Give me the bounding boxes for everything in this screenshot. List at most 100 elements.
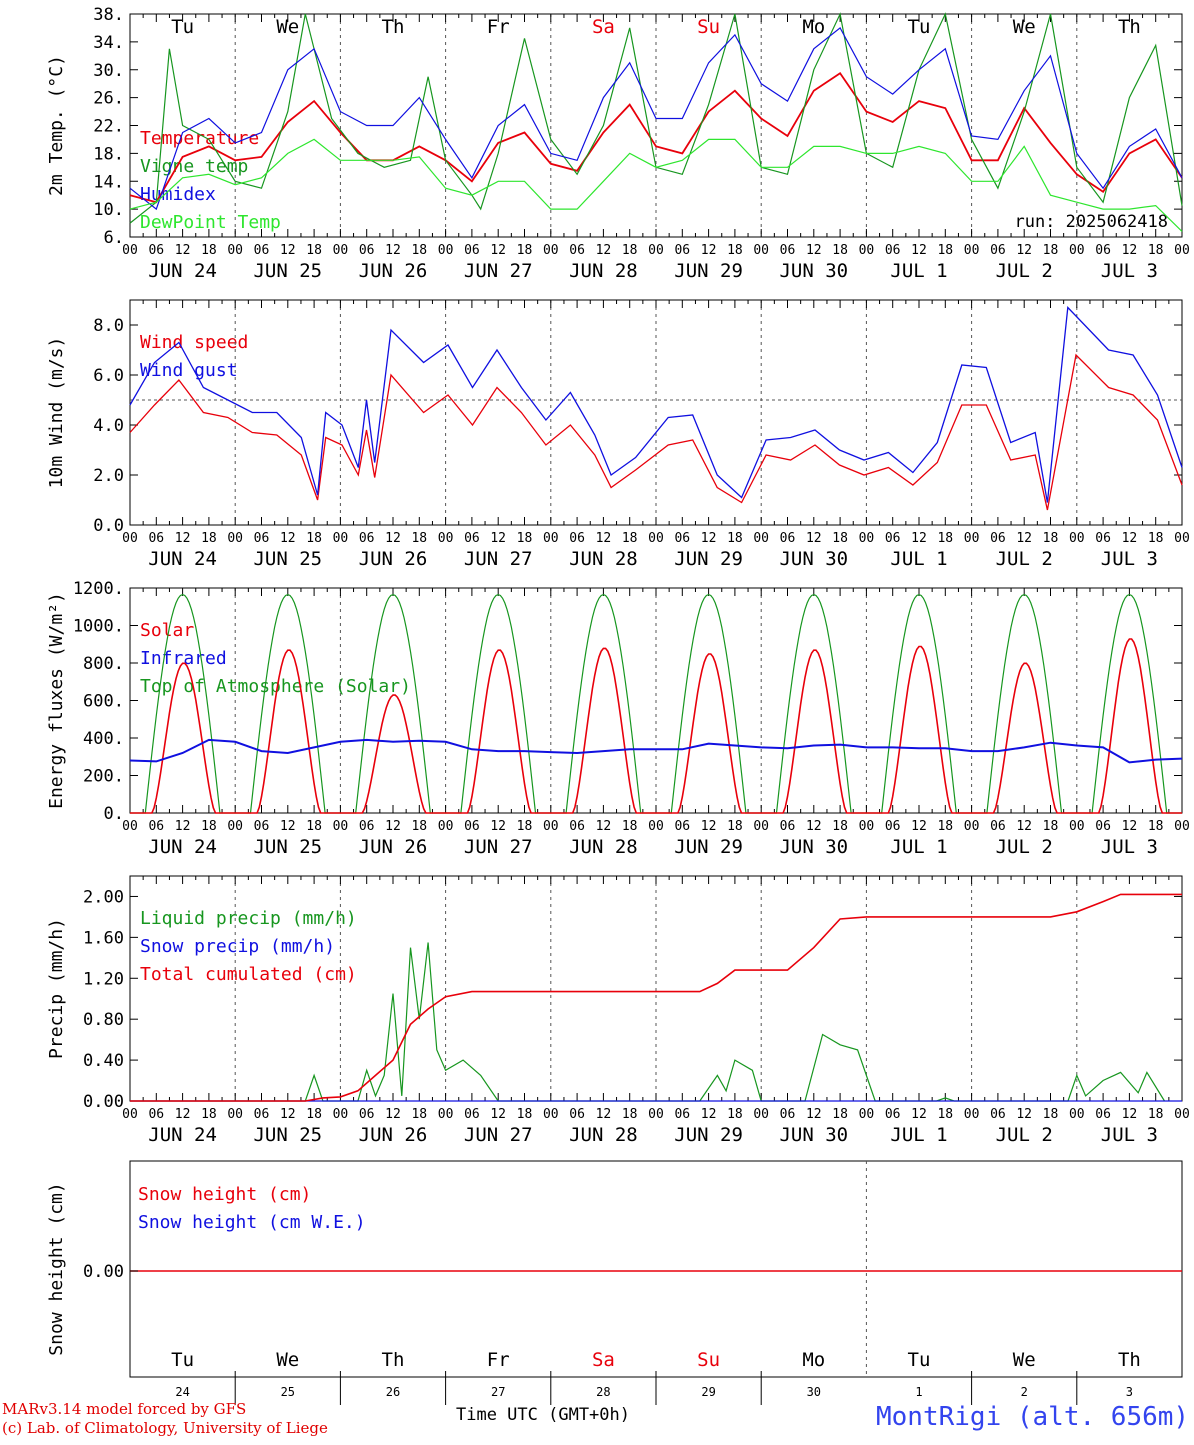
date-label: JUN 30 <box>779 548 848 570</box>
legend-liquid: Liquid precip (mm/h) <box>140 908 357 929</box>
hour-tick-label: 06 <box>464 1107 480 1122</box>
date-label: JUL 1 <box>890 260 947 282</box>
snow-weekday-label: Tu <box>908 1349 931 1371</box>
y-tick-label: 2.0 <box>93 466 124 486</box>
hour-tick-label: 18 <box>517 243 533 258</box>
hour-tick-label: 00 <box>859 1107 875 1122</box>
hour-tick-label: 06 <box>780 819 796 834</box>
hour-tick-label: 06 <box>990 243 1006 258</box>
snow-day-number: 3 <box>1126 1385 1133 1399</box>
hour-tick-label: 12 <box>806 531 822 546</box>
precip-panel: Liquid precip (mm/h) Snow precip (mm/h) … <box>140 908 357 985</box>
date-label: JUL 3 <box>1101 1124 1158 1146</box>
legend-dewpoint: DewPoint Temp <box>140 212 281 233</box>
y-tick-label: 14. <box>93 172 124 192</box>
y-axis-title: Precip (mm/h) <box>46 918 67 1059</box>
date-label: JUN 27 <box>464 260 533 282</box>
hour-tick-label: 00 <box>1174 531 1190 546</box>
hour-tick-label: 18 <box>306 819 322 834</box>
hour-tick-label: 00 <box>333 243 349 258</box>
y-tick-label: 34. <box>93 33 124 53</box>
date-label: JUN 29 <box>674 260 743 282</box>
hour-tick-label: 00 <box>122 243 138 258</box>
hour-tick-label: 00 <box>1174 243 1190 258</box>
energy-panel: Solar Infrared Top of Atmosphere (Solar) <box>140 620 411 697</box>
legend-toa: Top of Atmosphere (Solar) <box>140 676 411 697</box>
hour-tick-label: 06 <box>569 243 585 258</box>
date-label: JUN 25 <box>253 548 322 570</box>
hour-tick-label: 06 <box>885 819 901 834</box>
hour-tick-label: 12 <box>596 819 612 834</box>
y-tick-label: 10. <box>93 200 124 220</box>
y-tick-label: 0.00 <box>83 1262 124 1282</box>
hour-tick-label: 06 <box>990 819 1006 834</box>
hour-tick-label: 12 <box>701 1107 717 1122</box>
snow-day-number: 1 <box>915 1385 922 1399</box>
hour-tick-label: 18 <box>1148 531 1164 546</box>
date-label: JUN 25 <box>253 836 322 858</box>
temp-series-2 <box>129 12 1183 224</box>
snow-day-number: 30 <box>807 1385 821 1399</box>
precip-series-3 <box>130 893 1182 1102</box>
hour-tick-label: 12 <box>701 819 717 834</box>
date-label: JUN 28 <box>569 260 638 282</box>
snow-weekday-label: Tu <box>171 1349 194 1371</box>
y-tick-label: 0. <box>104 804 124 824</box>
hour-tick-label: 12 <box>1016 243 1032 258</box>
station-label: MontRigi (alt. 656m) <box>876 1402 1190 1432</box>
hour-tick-label: 18 <box>201 1107 217 1122</box>
snow-weekday-label: Th <box>382 1349 405 1371</box>
hour-tick-label: 12 <box>490 819 506 834</box>
date-label: JUN 24 <box>148 1124 217 1146</box>
temperature-panel: run: 2025062418 Temperature Vigne temp H… <box>140 128 1168 233</box>
y-axis-title: Snow height (cm) <box>46 1182 67 1355</box>
hour-tick-label: 00 <box>122 819 138 834</box>
hour-tick-label: 12 <box>385 1107 401 1122</box>
snow-day-number: 27 <box>491 1385 505 1399</box>
date-label: JUN 28 <box>569 1124 638 1146</box>
hour-tick-label: 06 <box>780 1107 796 1122</box>
date-label: JUN 30 <box>779 260 848 282</box>
hour-tick-label: 06 <box>674 243 690 258</box>
date-label: JUN 24 <box>148 260 217 282</box>
hour-tick-label: 00 <box>333 819 349 834</box>
hour-tick-label: 06 <box>990 1107 1006 1122</box>
hour-tick-label: 00 <box>543 1107 559 1122</box>
y-tick-label: 1000. <box>73 617 124 637</box>
date-label: JUN 27 <box>464 548 533 570</box>
hour-tick-label: 12 <box>1122 243 1138 258</box>
hour-tick-label: 00 <box>333 531 349 546</box>
y-tick-label: 4.0 <box>93 416 124 436</box>
hour-tick-label: 18 <box>832 243 848 258</box>
precip-series-1 <box>130 942 1166 1102</box>
hour-tick-label: 00 <box>122 1107 138 1122</box>
y-axis-title: 10m Wind (m/s) <box>46 337 67 489</box>
y-tick-label: 200. <box>83 767 124 787</box>
hour-tick-label: 18 <box>832 1107 848 1122</box>
weekday-label: We <box>1013 16 1036 38</box>
hour-tick-label: 00 <box>438 819 454 834</box>
run-label: run: 2025062418 <box>1014 212 1168 232</box>
hour-tick-label: 00 <box>964 243 980 258</box>
weekday-label: Fr <box>487 16 510 38</box>
y-tick-label: 6. <box>104 228 124 248</box>
hour-tick-label: 18 <box>1148 1107 1164 1122</box>
hour-tick-label: 06 <box>254 819 270 834</box>
date-label: JUN 29 <box>674 836 743 858</box>
wind-panel: Wind speed Wind gust <box>140 332 248 381</box>
legend-wind-gust: Wind gust <box>140 360 238 381</box>
hour-tick-label: 18 <box>622 1107 638 1122</box>
hour-tick-label: 00 <box>438 1107 454 1122</box>
hour-tick-label: 00 <box>753 243 769 258</box>
date-label: JUN 27 <box>464 836 533 858</box>
legend-snow-we: Snow height (cm W.E.) <box>138 1212 366 1233</box>
snow-day-number: 28 <box>596 1385 610 1399</box>
temp-series-1 <box>129 71 1183 204</box>
y-tick-label: 6.0 <box>93 366 124 386</box>
hour-tick-label: 00 <box>1069 243 1085 258</box>
wind-series-1 <box>129 353 1183 511</box>
y-tick-label: 0.40 <box>83 1051 124 1071</box>
hour-tick-label: 12 <box>911 243 927 258</box>
hour-tick-label: 06 <box>1095 243 1111 258</box>
y-tick-label: 0.80 <box>83 1010 124 1030</box>
